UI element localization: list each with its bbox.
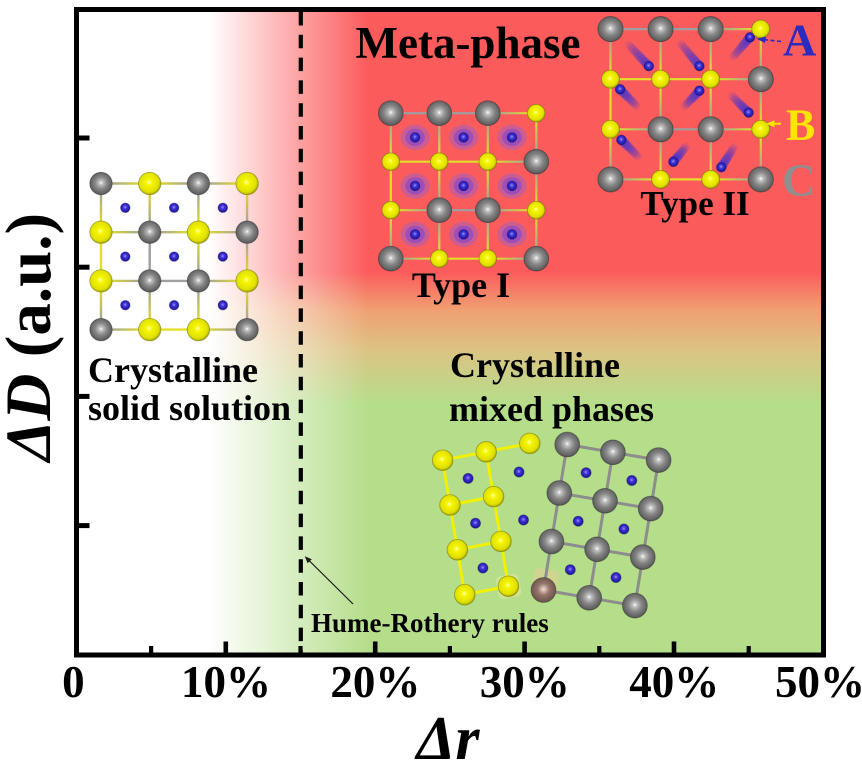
svg-text:Meta-phase: Meta-phase — [356, 18, 581, 68]
svg-text:0: 0 — [62, 657, 85, 707]
svg-text:Type I: Type I — [412, 265, 510, 305]
svg-text:40%: 40% — [629, 657, 719, 707]
svg-text:C: C — [782, 155, 815, 206]
svg-text:Crystalline: Crystalline — [88, 350, 258, 390]
svg-text:30%: 30% — [480, 657, 570, 707]
svg-text:Crystalline: Crystalline — [450, 345, 620, 385]
svg-text:10%: 10% — [181, 657, 271, 707]
svg-text:solid solution: solid solution — [88, 388, 291, 428]
svg-text:B: B — [786, 101, 815, 150]
svg-text:A: A — [783, 15, 816, 66]
svg-text:Hume-Rothery rules: Hume-Rothery rules — [311, 608, 549, 638]
svg-text:Δr: Δr — [414, 705, 481, 768]
svg-text:Type II: Type II — [640, 184, 749, 223]
svg-text:ΔD (a.u.): ΔD (a.u.) — [0, 213, 65, 464]
svg-text:50%: 50% — [775, 657, 862, 707]
svg-text:20%: 20% — [330, 657, 420, 707]
svg-text:mixed phases: mixed phases — [449, 389, 654, 429]
